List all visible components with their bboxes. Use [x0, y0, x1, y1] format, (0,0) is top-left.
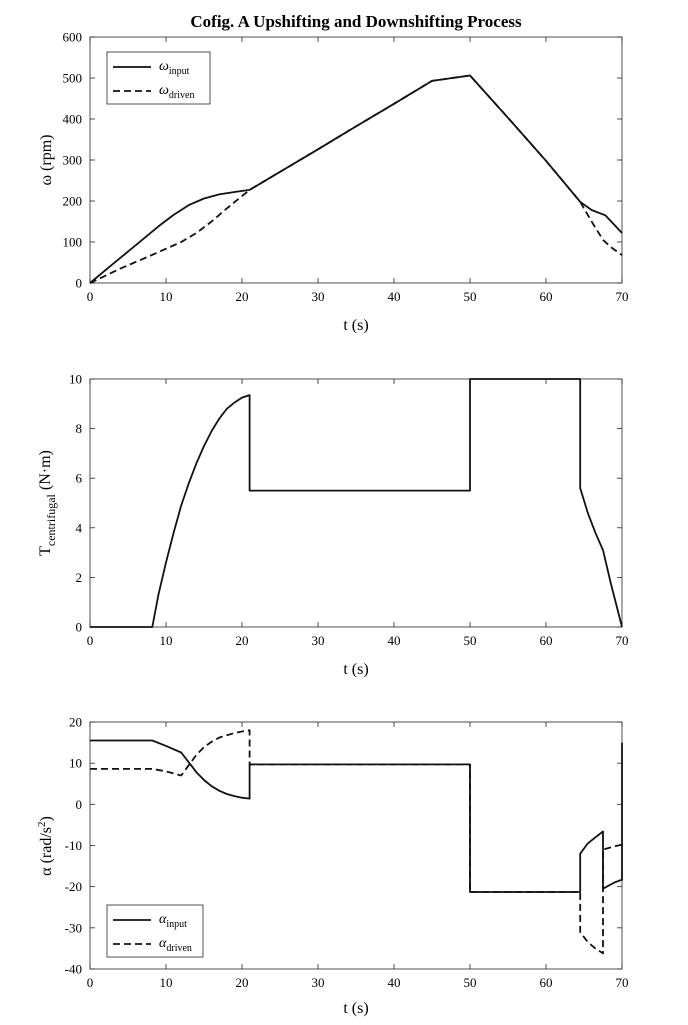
xlabel-torque: t (s): [343, 661, 368, 678]
xlabel-alpha: t (s): [343, 1000, 368, 1017]
legend-entry-main: α: [159, 936, 167, 951]
x-tick-label: 0: [87, 633, 94, 648]
legend-entry-main: ω: [159, 59, 169, 74]
y-tick-label: -20: [65, 879, 82, 894]
x-tick-label: 60: [540, 633, 553, 648]
y-tick-label: 8: [76, 421, 83, 436]
legend-box: [106, 904, 204, 958]
x-tick-label: 0: [87, 975, 94, 990]
x-tick-label: 60: [540, 289, 553, 304]
y-tick-label: -30: [65, 920, 82, 935]
x-tick-label: 30: [312, 289, 325, 304]
x-tick-label: 10: [160, 289, 173, 304]
ylabel-torque-main: T: [37, 546, 54, 556]
x-tick-label: 70: [616, 633, 629, 648]
legend-entry: αinput: [159, 912, 187, 930]
ylabel-alpha-tail: ): [38, 816, 55, 821]
plot-torque: t (s) Tcentrifugal (N·m): [37, 450, 369, 678]
plot-alpha: t (s) α (rad/s2): [36, 816, 369, 1017]
ylabel-torque: Tcentrifugal (N·m): [37, 450, 58, 556]
legend-entry: ωdriven: [159, 83, 194, 101]
y-tick-label: 10: [69, 756, 82, 771]
x-tick-label: 0: [87, 289, 94, 304]
xlabel-omega: t (s): [343, 317, 368, 334]
x-tick-label: 50: [464, 633, 477, 648]
y-tick-label: 0: [76, 797, 83, 812]
x-tick-label: 20: [236, 975, 249, 990]
legend-entry-main: α: [159, 912, 167, 927]
ylabel-alpha: α (rad/s2): [36, 816, 55, 876]
y-tick-label: 6: [76, 471, 83, 486]
y-tick-label: -10: [65, 838, 82, 853]
plot-omega: t (s) ω (rpm): [38, 135, 369, 334]
x-tick-label: 60: [540, 975, 553, 990]
panel-1-marks: 0 10 20 30 40 50 60 70 0 2 4 6 8 10: [69, 372, 629, 649]
x-tick-label: 10: [160, 975, 173, 990]
ylabel-torque-unit: (N·m): [37, 450, 54, 494]
x-tick-label: 30: [312, 633, 325, 648]
x-tick-label: 50: [464, 975, 477, 990]
panel-2-marks: 0 10 20 30 40 50 60 70-40-30-20-1001020αinputαd…: [65, 715, 629, 991]
series-line-driven: [90, 729, 623, 955]
y-tick-label: 400: [63, 112, 83, 127]
panel-0-marks: 0 10 20 30 40 50 60 70 0 100 200 300 400 500 600 ωinput…: [63, 30, 629, 305]
ylabel-alpha-sup: 2: [36, 822, 48, 828]
legend-entry-sub: input: [169, 66, 190, 77]
legend-entry: ωinput: [159, 59, 190, 77]
y-tick-label: 2: [76, 570, 83, 585]
x-tick-label: 40: [388, 289, 401, 304]
axes-box: [89, 378, 623, 628]
x-tick-label: 20: [236, 633, 249, 648]
x-tick-label: 40: [388, 975, 401, 990]
legend-entry-sub: driven: [169, 90, 195, 101]
y-tick-label: 0: [76, 620, 83, 635]
y-tick-label: 4: [76, 520, 83, 535]
series-line-driven: [89, 74, 623, 284]
x-tick-label: 10: [160, 633, 173, 648]
y-tick-label: 600: [63, 30, 83, 45]
y-tick-label: 200: [63, 194, 83, 209]
legend-entry-sub: input: [166, 919, 187, 930]
ylabel-alpha-main: α (rad/s: [38, 827, 55, 876]
legend-entry-sub: driven: [166, 943, 192, 954]
ylabel-omega: ω (rpm): [38, 135, 55, 186]
y-tick-label: 100: [63, 235, 83, 250]
series-line-input: [90, 739, 623, 893]
y-tick-label: 500: [63, 71, 83, 86]
y-tick-label: 300: [63, 153, 83, 168]
x-tick-label: 30: [312, 975, 325, 990]
x-tick-label: 70: [616, 975, 629, 990]
x-tick-label: 70: [616, 289, 629, 304]
series-line-0: [90, 378, 623, 628]
y-tick-label: 0: [76, 276, 83, 291]
y-tick-label: 10: [69, 372, 82, 387]
x-tick-label: 50: [464, 289, 477, 304]
series-line-input: [89, 74, 623, 284]
x-tick-label: 40: [388, 633, 401, 648]
figure-title: Cofig. A Upshifting and Downshifting Pro…: [190, 12, 522, 31]
legend-box: [106, 51, 211, 105]
y-tick-label: 20: [69, 715, 82, 730]
legend-entry: αdriven: [159, 936, 192, 954]
legend-entry-main: ω: [159, 83, 169, 98]
ylabel-torque-sub: centrifugal: [44, 493, 58, 546]
x-tick-label: 20: [236, 289, 249, 304]
y-tick-label: -40: [65, 962, 82, 977]
